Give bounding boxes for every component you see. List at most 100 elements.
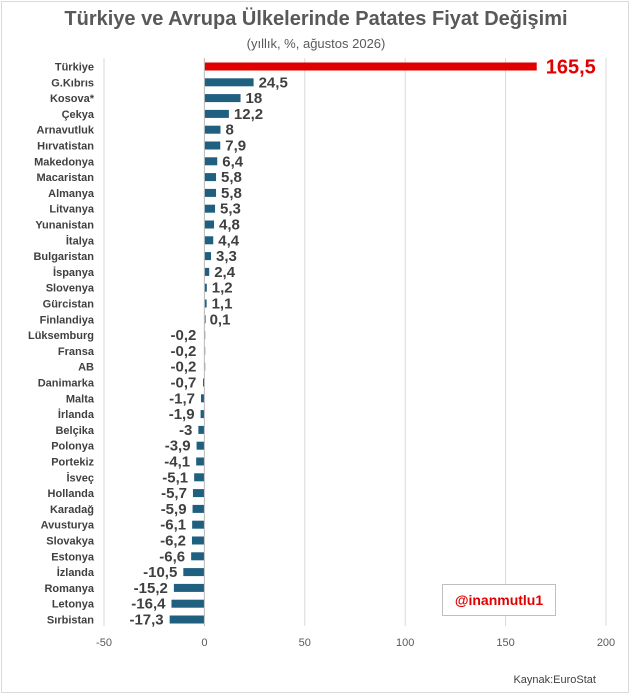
category-label: Yunanistan — [35, 220, 94, 232]
bar — [204, 283, 207, 292]
category-label: Slovenya — [46, 283, 95, 295]
bar — [204, 252, 212, 261]
bar — [192, 520, 205, 529]
category-label: Avusturya — [41, 520, 95, 532]
category-label: Hırvatistan — [37, 141, 94, 153]
data-label: -1,7 — [169, 390, 195, 407]
category-label: Macaristan — [37, 172, 95, 184]
data-label: -15,2 — [134, 580, 168, 597]
category-label: Litvanya — [49, 204, 95, 216]
bar — [204, 125, 221, 134]
data-label: -1,9 — [169, 406, 195, 423]
data-label: 8 — [225, 122, 233, 139]
bar — [204, 220, 215, 229]
data-label: -16,4 — [131, 596, 166, 613]
bar — [204, 173, 217, 182]
bar — [173, 583, 205, 592]
bar — [198, 425, 205, 434]
bar — [204, 62, 537, 71]
bar — [204, 141, 221, 150]
bar — [196, 457, 205, 466]
category-label: İtalya — [66, 234, 95, 247]
category-label: İspanya — [53, 266, 95, 279]
x-tick-label: 0 — [201, 637, 207, 649]
bar — [169, 615, 205, 624]
data-label: -4,1 — [164, 454, 190, 471]
category-label: Romanya — [44, 583, 94, 595]
data-label: 4,8 — [219, 217, 240, 234]
bar — [204, 204, 216, 213]
data-label: 5,8 — [221, 185, 242, 202]
bar — [204, 109, 229, 118]
category-label: Malta — [66, 393, 95, 405]
bar — [200, 394, 205, 403]
x-tick-label: 50 — [299, 637, 311, 649]
data-label: 3,3 — [216, 248, 237, 265]
data-label: -17,3 — [129, 612, 163, 629]
data-label: 165,5 — [546, 57, 596, 79]
category-label: Finlandiya — [40, 314, 95, 326]
data-label: 4,4 — [218, 232, 240, 249]
data-label: 24,5 — [259, 74, 288, 91]
data-label: 6,4 — [222, 153, 244, 170]
data-label: -6,1 — [160, 517, 186, 534]
bar — [204, 78, 254, 87]
category-label: Makedonya — [34, 156, 95, 168]
bar — [204, 157, 218, 166]
x-tick-label: 200 — [597, 637, 615, 649]
bar — [196, 441, 205, 450]
bar — [191, 552, 205, 561]
bar — [171, 599, 205, 608]
source-note: Kaynak:EuroStat — [513, 674, 596, 686]
data-label: -0,2 — [171, 359, 197, 376]
category-label: G.Kıbrıs — [51, 77, 94, 89]
category-label: İsveç — [66, 471, 94, 484]
category-label: Çekya — [62, 109, 95, 121]
chart-title: Türkiye ve Avrupa Ülkelerinde Patates Fi… — [64, 8, 568, 30]
data-label: -6,6 — [159, 548, 185, 565]
watermark-handle: @inanmutlu1 — [442, 584, 556, 616]
bar — [200, 410, 205, 419]
category-label: Portekiz — [51, 457, 94, 469]
data-label: -0,2 — [171, 327, 197, 344]
category-label: Gürcistan — [43, 299, 95, 311]
data-label: 12,2 — [234, 106, 263, 123]
bar — [192, 489, 205, 498]
category-label: Karadağ — [50, 504, 94, 516]
data-label: -5,1 — [162, 469, 188, 486]
x-tick-label: 150 — [496, 637, 514, 649]
category-label: Almanya — [48, 188, 95, 200]
category-label: Türkiye — [55, 62, 94, 74]
data-label: 0,1 — [210, 311, 231, 328]
data-label: -5,9 — [161, 501, 187, 518]
category-label: Danimarka — [38, 378, 95, 390]
bar — [192, 504, 205, 513]
bar — [204, 94, 241, 103]
data-label: 1,1 — [212, 296, 233, 313]
bar — [202, 378, 205, 387]
bar — [191, 536, 205, 545]
category-label: AB — [78, 362, 94, 374]
category-label: Estonya — [51, 551, 95, 563]
category-label: Letonya — [52, 599, 95, 611]
category-label: Polonya — [51, 441, 95, 453]
bar — [204, 299, 207, 308]
category-label: Arnavutluk — [37, 125, 95, 137]
data-label: -3 — [179, 422, 192, 439]
data-label: -10,5 — [143, 564, 177, 581]
data-label: 18 — [246, 90, 263, 107]
data-label: -5,7 — [161, 485, 187, 502]
data-label: -3,9 — [165, 438, 191, 455]
bar — [204, 236, 214, 245]
data-label: 5,3 — [220, 201, 241, 218]
category-label: Lüksemburg — [28, 330, 94, 342]
category-label: Sırbistan — [47, 615, 94, 627]
data-label: 5,8 — [221, 169, 242, 186]
data-label: -0,2 — [171, 343, 197, 360]
data-label: -0,7 — [171, 375, 197, 392]
category-label: Bulgaristan — [33, 251, 94, 263]
category-label: İrlanda — [58, 408, 95, 421]
data-label: 1,2 — [212, 280, 233, 297]
